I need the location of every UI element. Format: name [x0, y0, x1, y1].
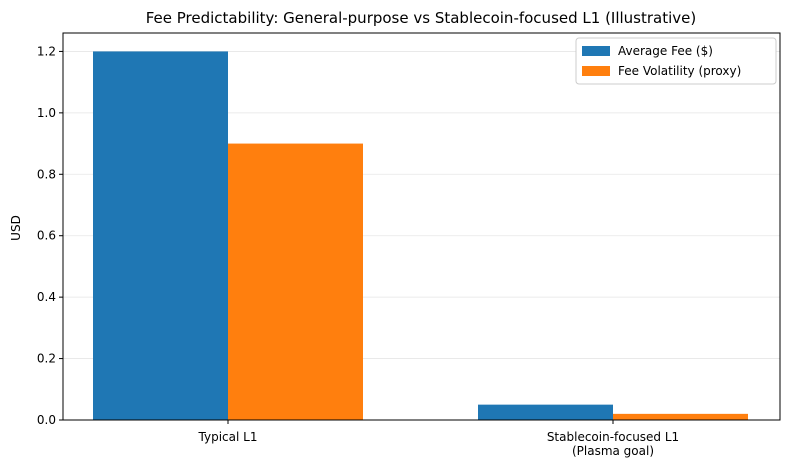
legend-box [575, 37, 777, 85]
legend-label: Fee Volatility (proxy) [618, 64, 741, 78]
legend-label: Average Fee ($) [618, 44, 713, 58]
y-tick-label: 0.0 [37, 413, 56, 427]
bar [93, 51, 228, 421]
y-tick-label: 0.6 [37, 229, 56, 243]
y-tick-label: 0.8 [37, 167, 56, 181]
x-tick-label: Typical L1 [198, 430, 258, 444]
bar [613, 413, 748, 420]
y-axis-label: USD [9, 215, 23, 241]
legend: Average Fee ($) Fee Volatility (proxy) [575, 37, 777, 85]
y-tick-label: 1.2 [37, 44, 56, 58]
y-tick-label: 1.0 [37, 106, 56, 120]
x-tick-label: Stablecoin-focused L1 (Plasma goal) [547, 430, 679, 458]
y-tick-label: 0.4 [37, 290, 56, 304]
bar [478, 404, 613, 420]
bar [228, 143, 363, 421]
plot-frame [62, 32, 781, 421]
chart-title: Fee Predictability: General-purpose vs S… [146, 9, 697, 27]
y-tick-label: 0.2 [37, 352, 56, 366]
legend-swatch [582, 66, 610, 76]
legend-swatch [582, 46, 610, 56]
